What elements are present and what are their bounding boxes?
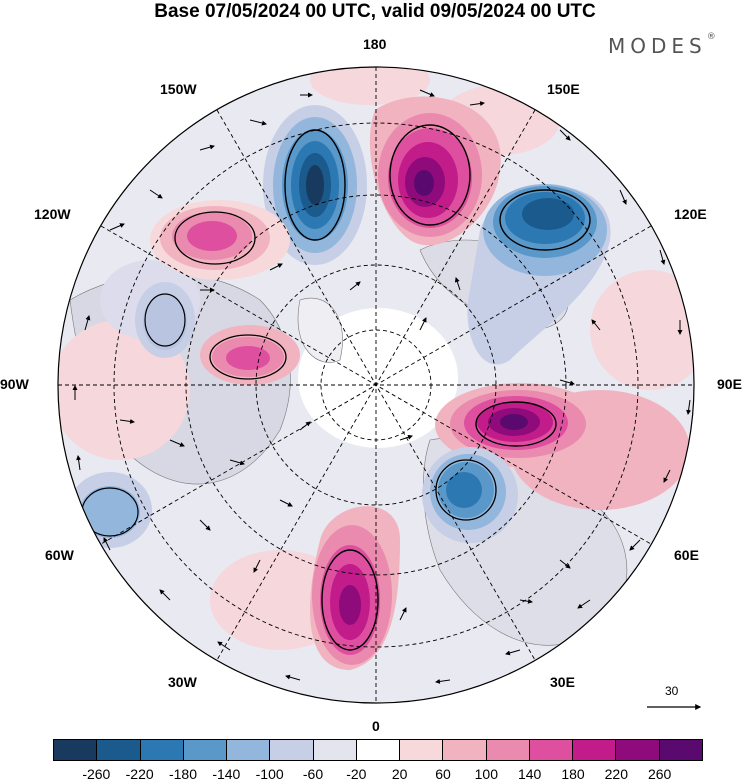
colorbar-swatch (97, 740, 141, 760)
colorbar-swatch (140, 740, 184, 760)
colorbar-swatch (529, 740, 574, 760)
label-90w: 90W (0, 376, 29, 392)
anomaly-pos-2 (150, 200, 290, 280)
label-60e: 60E (674, 547, 699, 563)
colorbar-tick-label: 260 (647, 766, 672, 782)
colorbar-swatch (443, 740, 487, 760)
graticule-meridians (58, 67, 694, 703)
colorbar-swatch (313, 740, 357, 760)
colorbar-tick-label: -100 (255, 766, 284, 782)
colorbar-tick-label: -140 (212, 766, 241, 782)
colorbar (53, 739, 703, 761)
anomaly-neg-5 (135, 282, 195, 358)
anomaly-pos-1 (369, 96, 501, 246)
label-150w: 150W (160, 81, 197, 97)
colorbar-swatch (659, 740, 702, 760)
anomaly-pos-3 (200, 325, 300, 385)
colorbar-tick-label: 220 (604, 766, 629, 782)
colorbar-tick-label: -20 (346, 766, 367, 782)
colorbar-tick-label: -260 (82, 766, 111, 782)
label-180: 180 (363, 36, 387, 52)
colorbar-swatch (486, 740, 530, 760)
anomaly-neg-3 (422, 447, 518, 543)
colorbar-tick-label: -60 (302, 766, 324, 782)
anomaly-patch-east (590, 270, 694, 390)
colorbar-swatch (54, 740, 98, 760)
anomaly-pos-5 (310, 506, 400, 670)
label-30w: 30W (168, 674, 197, 690)
colorbar-swatch (573, 740, 617, 760)
colorbar-swatch (270, 740, 314, 760)
reference-vector-label: 30 (665, 684, 679, 698)
colorbar-swatch (616, 740, 660, 760)
colorbar-swatch (356, 740, 401, 760)
colorbar-swatch (183, 740, 228, 760)
colorbar-tick-label: 20 (391, 766, 408, 782)
anomaly-neg-4 (68, 472, 152, 548)
anomaly-neg-1 (263, 105, 367, 265)
label-60w: 60W (45, 547, 74, 563)
label-150e: 150E (547, 81, 580, 97)
anomaly-neg-2 (467, 184, 611, 365)
colorbar-swatch (400, 740, 444, 760)
brand-logo: MODES® (608, 32, 716, 58)
map-field (58, 67, 694, 703)
anomaly-pos-4 (435, 383, 605, 467)
colorbar-tick-label: 100 (474, 766, 499, 782)
label-120e: 120E (674, 206, 707, 222)
label-30e: 30E (550, 674, 575, 690)
colorbar-tick-label: 180 (561, 766, 585, 782)
colorbar-tick-label: -220 (125, 766, 154, 782)
colorbar-tick-label: 140 (517, 766, 542, 782)
colorbar-swatch (227, 740, 271, 760)
colorbar-tick-label: 60 (435, 766, 451, 782)
map-title: Base 07/05/2024 00 UTC, valid 09/05/2024… (154, 1, 596, 22)
label-90e: 90E (717, 376, 742, 392)
label-0: 0 (372, 718, 380, 734)
map-border (57, 66, 695, 704)
label-120w: 120W (34, 206, 71, 222)
colorbar-tick-label: -180 (168, 766, 198, 782)
wind-vectors (72, 89, 692, 684)
